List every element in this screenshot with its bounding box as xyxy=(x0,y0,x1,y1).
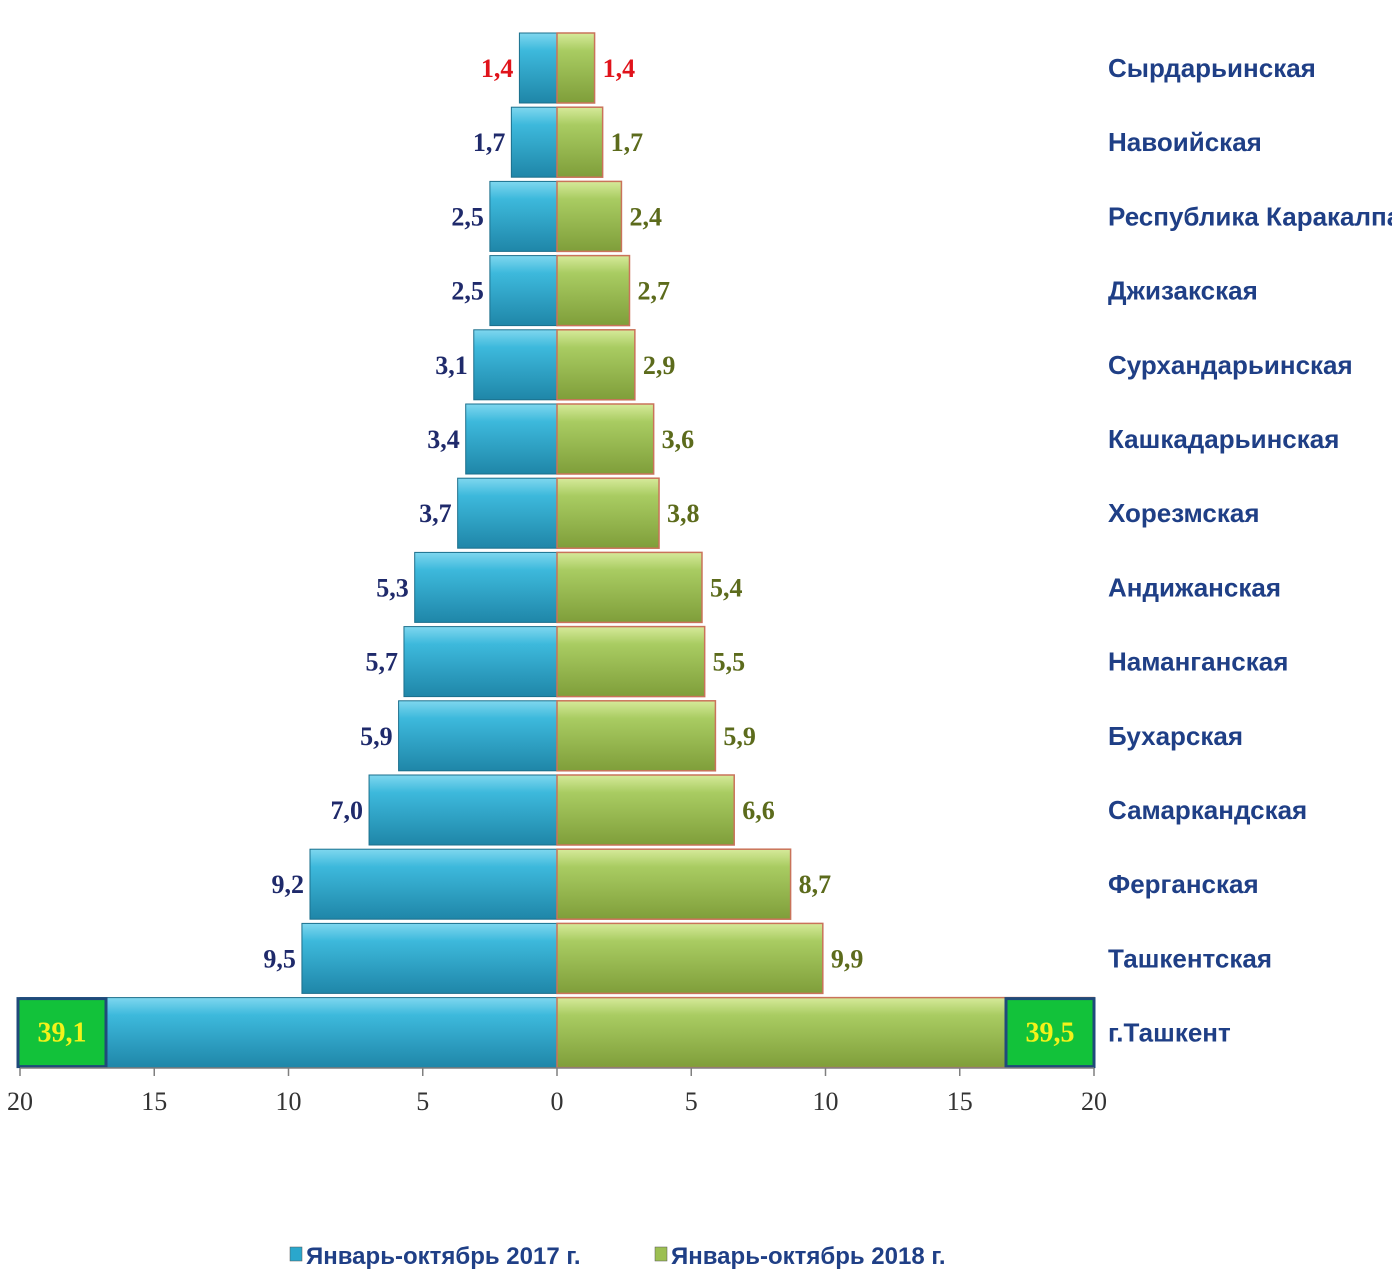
bar-2018-8 xyxy=(556,625,706,698)
x-tick-label-3: 5 xyxy=(416,1087,429,1116)
value-label-2017-10: 7,0 xyxy=(331,796,364,825)
x-tick-label-2: 10 xyxy=(276,1087,302,1116)
category-label-9: Бухарская xyxy=(1108,721,1243,751)
value-boxes xyxy=(16,997,1096,1069)
value-label-2018-3: 2,7 xyxy=(637,277,670,306)
legend: Январь-октябрь 2017 г. Январь-октябрь 201… xyxy=(289,1243,946,1270)
category-label-13: г.Ташкент xyxy=(1108,1018,1231,1048)
value-label-2017-0: 1,4 xyxy=(481,54,514,83)
category-label-6: Хорезмская xyxy=(1108,498,1260,528)
x-tick-label-4: 0 xyxy=(551,1087,564,1116)
category-label-11: Ферганская xyxy=(1108,869,1259,899)
value-label-2018-4: 2,9 xyxy=(643,351,676,380)
value-label-2018-2: 2,4 xyxy=(629,202,662,231)
bar-2018-12 xyxy=(556,922,824,995)
value-label-2018-1: 1,7 xyxy=(611,128,644,157)
legend-label-1: Январь-октябрь 2018 г. xyxy=(671,1243,946,1270)
bar-2017-10 xyxy=(368,774,558,846)
bar-2017-3 xyxy=(489,255,558,327)
legend-swatch-1 xyxy=(654,1246,668,1262)
value-label-2018-10: 6,6 xyxy=(742,796,775,825)
category-label-10: Самаркандская xyxy=(1108,795,1307,825)
data-labels: 1,4 1,4 1,7 1,7 2,5 2,4 2,5 2,7 3,1 2,9 3,4 3,6 3,7 3… xyxy=(38,54,1075,1049)
x-axis: 20 15 10 5 0 5 10 15 20 xyxy=(7,1067,1107,1116)
category-labels: Сырдарьинская Навоийская Республика Карака… xyxy=(1108,53,1392,1048)
value-label-2018-9: 5,9 xyxy=(723,722,756,751)
bar-2018-9 xyxy=(556,700,717,772)
bar-2018-5 xyxy=(556,403,655,475)
bar-2017-7 xyxy=(414,551,558,623)
value-label-2017-11: 9,2 xyxy=(271,870,304,899)
x-tick-label-8: 20 xyxy=(1081,1087,1107,1116)
series-2018-bars xyxy=(556,32,1095,1069)
series-2017-bars xyxy=(19,32,558,1069)
bar-2018-2 xyxy=(556,180,623,253)
x-tick-label-6: 10 xyxy=(813,1087,839,1116)
legend-swatch-0 xyxy=(289,1246,303,1262)
category-label-7: Андижанская xyxy=(1108,572,1281,602)
category-label-12: Ташкентская xyxy=(1108,943,1272,973)
value-label-2017-13: 39,1 xyxy=(38,1018,87,1049)
bar-2017-2 xyxy=(489,180,558,252)
value-label-2018-7: 5,4 xyxy=(710,573,743,602)
value-label-2017-9: 5,9 xyxy=(360,722,393,751)
category-label-3: Джизакская xyxy=(1108,276,1258,306)
bar-2017-9 xyxy=(398,700,558,772)
bar-2017-11 xyxy=(309,848,558,920)
value-label-2017-2: 2,5 xyxy=(451,202,484,231)
bar-2017-0 xyxy=(518,32,558,104)
bar-2018-6 xyxy=(556,477,660,549)
bar-2017-5 xyxy=(465,403,558,475)
bar-2018-3 xyxy=(556,254,631,327)
bar-2018-0 xyxy=(556,32,596,104)
bar-2017-6 xyxy=(457,477,558,549)
value-label-2017-8: 5,7 xyxy=(365,648,398,677)
category-label-0: Сырдарьинская xyxy=(1108,53,1316,83)
x-tick-label-7: 15 xyxy=(947,1087,973,1116)
value-box-2018-13 xyxy=(1004,997,1096,1069)
category-label-1: Навоийская xyxy=(1108,127,1262,157)
value-label-2018-12: 9,9 xyxy=(831,944,864,973)
category-label-4: Сурхандарьинская xyxy=(1108,350,1353,380)
value-label-2017-6: 3,7 xyxy=(419,499,452,528)
bar-2017-13 xyxy=(19,997,558,1069)
value-label-2017-12: 9,5 xyxy=(263,944,296,973)
category-label-5: Кашкадарьинская xyxy=(1108,424,1339,454)
bar-2017-12 xyxy=(301,922,558,994)
x-tick-label-5: 5 xyxy=(685,1087,698,1116)
value-label-2018-6: 3,8 xyxy=(667,499,700,528)
category-label-2: Республика Каракалпакстан xyxy=(1108,201,1392,231)
bar-2017-1 xyxy=(510,106,558,178)
x-tick-label-0: 20 xyxy=(7,1087,33,1116)
value-label-2018-13: 39,5 xyxy=(1026,1018,1075,1049)
bar-2017-8 xyxy=(403,626,558,698)
bar-2018-4 xyxy=(556,329,636,401)
bar-2018-11 xyxy=(556,848,792,920)
value-label-2017-7: 5,3 xyxy=(376,573,409,602)
value-box-2017-13 xyxy=(16,997,108,1069)
value-label-2017-4: 3,1 xyxy=(435,351,468,380)
value-label-2017-5: 3,4 xyxy=(427,425,460,454)
value-label-2018-5: 3,6 xyxy=(662,425,695,454)
bar-2017-4 xyxy=(473,329,558,401)
value-label-2018-0: 1,4 xyxy=(603,54,636,83)
bar-2018-10 xyxy=(556,774,735,846)
value-label-2018-11: 8,7 xyxy=(799,870,832,899)
value-label-2017-3: 2,5 xyxy=(451,277,484,306)
x-tick-label-1: 15 xyxy=(141,1087,167,1116)
bar-2018-7 xyxy=(556,551,703,624)
value-label-2017-1: 1,7 xyxy=(473,128,506,157)
bar-2018-1 xyxy=(556,106,604,178)
legend-label-0: Январь-октябрь 2017 г. xyxy=(306,1243,581,1270)
value-label-2018-8: 5,5 xyxy=(713,648,746,677)
category-label-8: Наманганская xyxy=(1108,647,1288,677)
